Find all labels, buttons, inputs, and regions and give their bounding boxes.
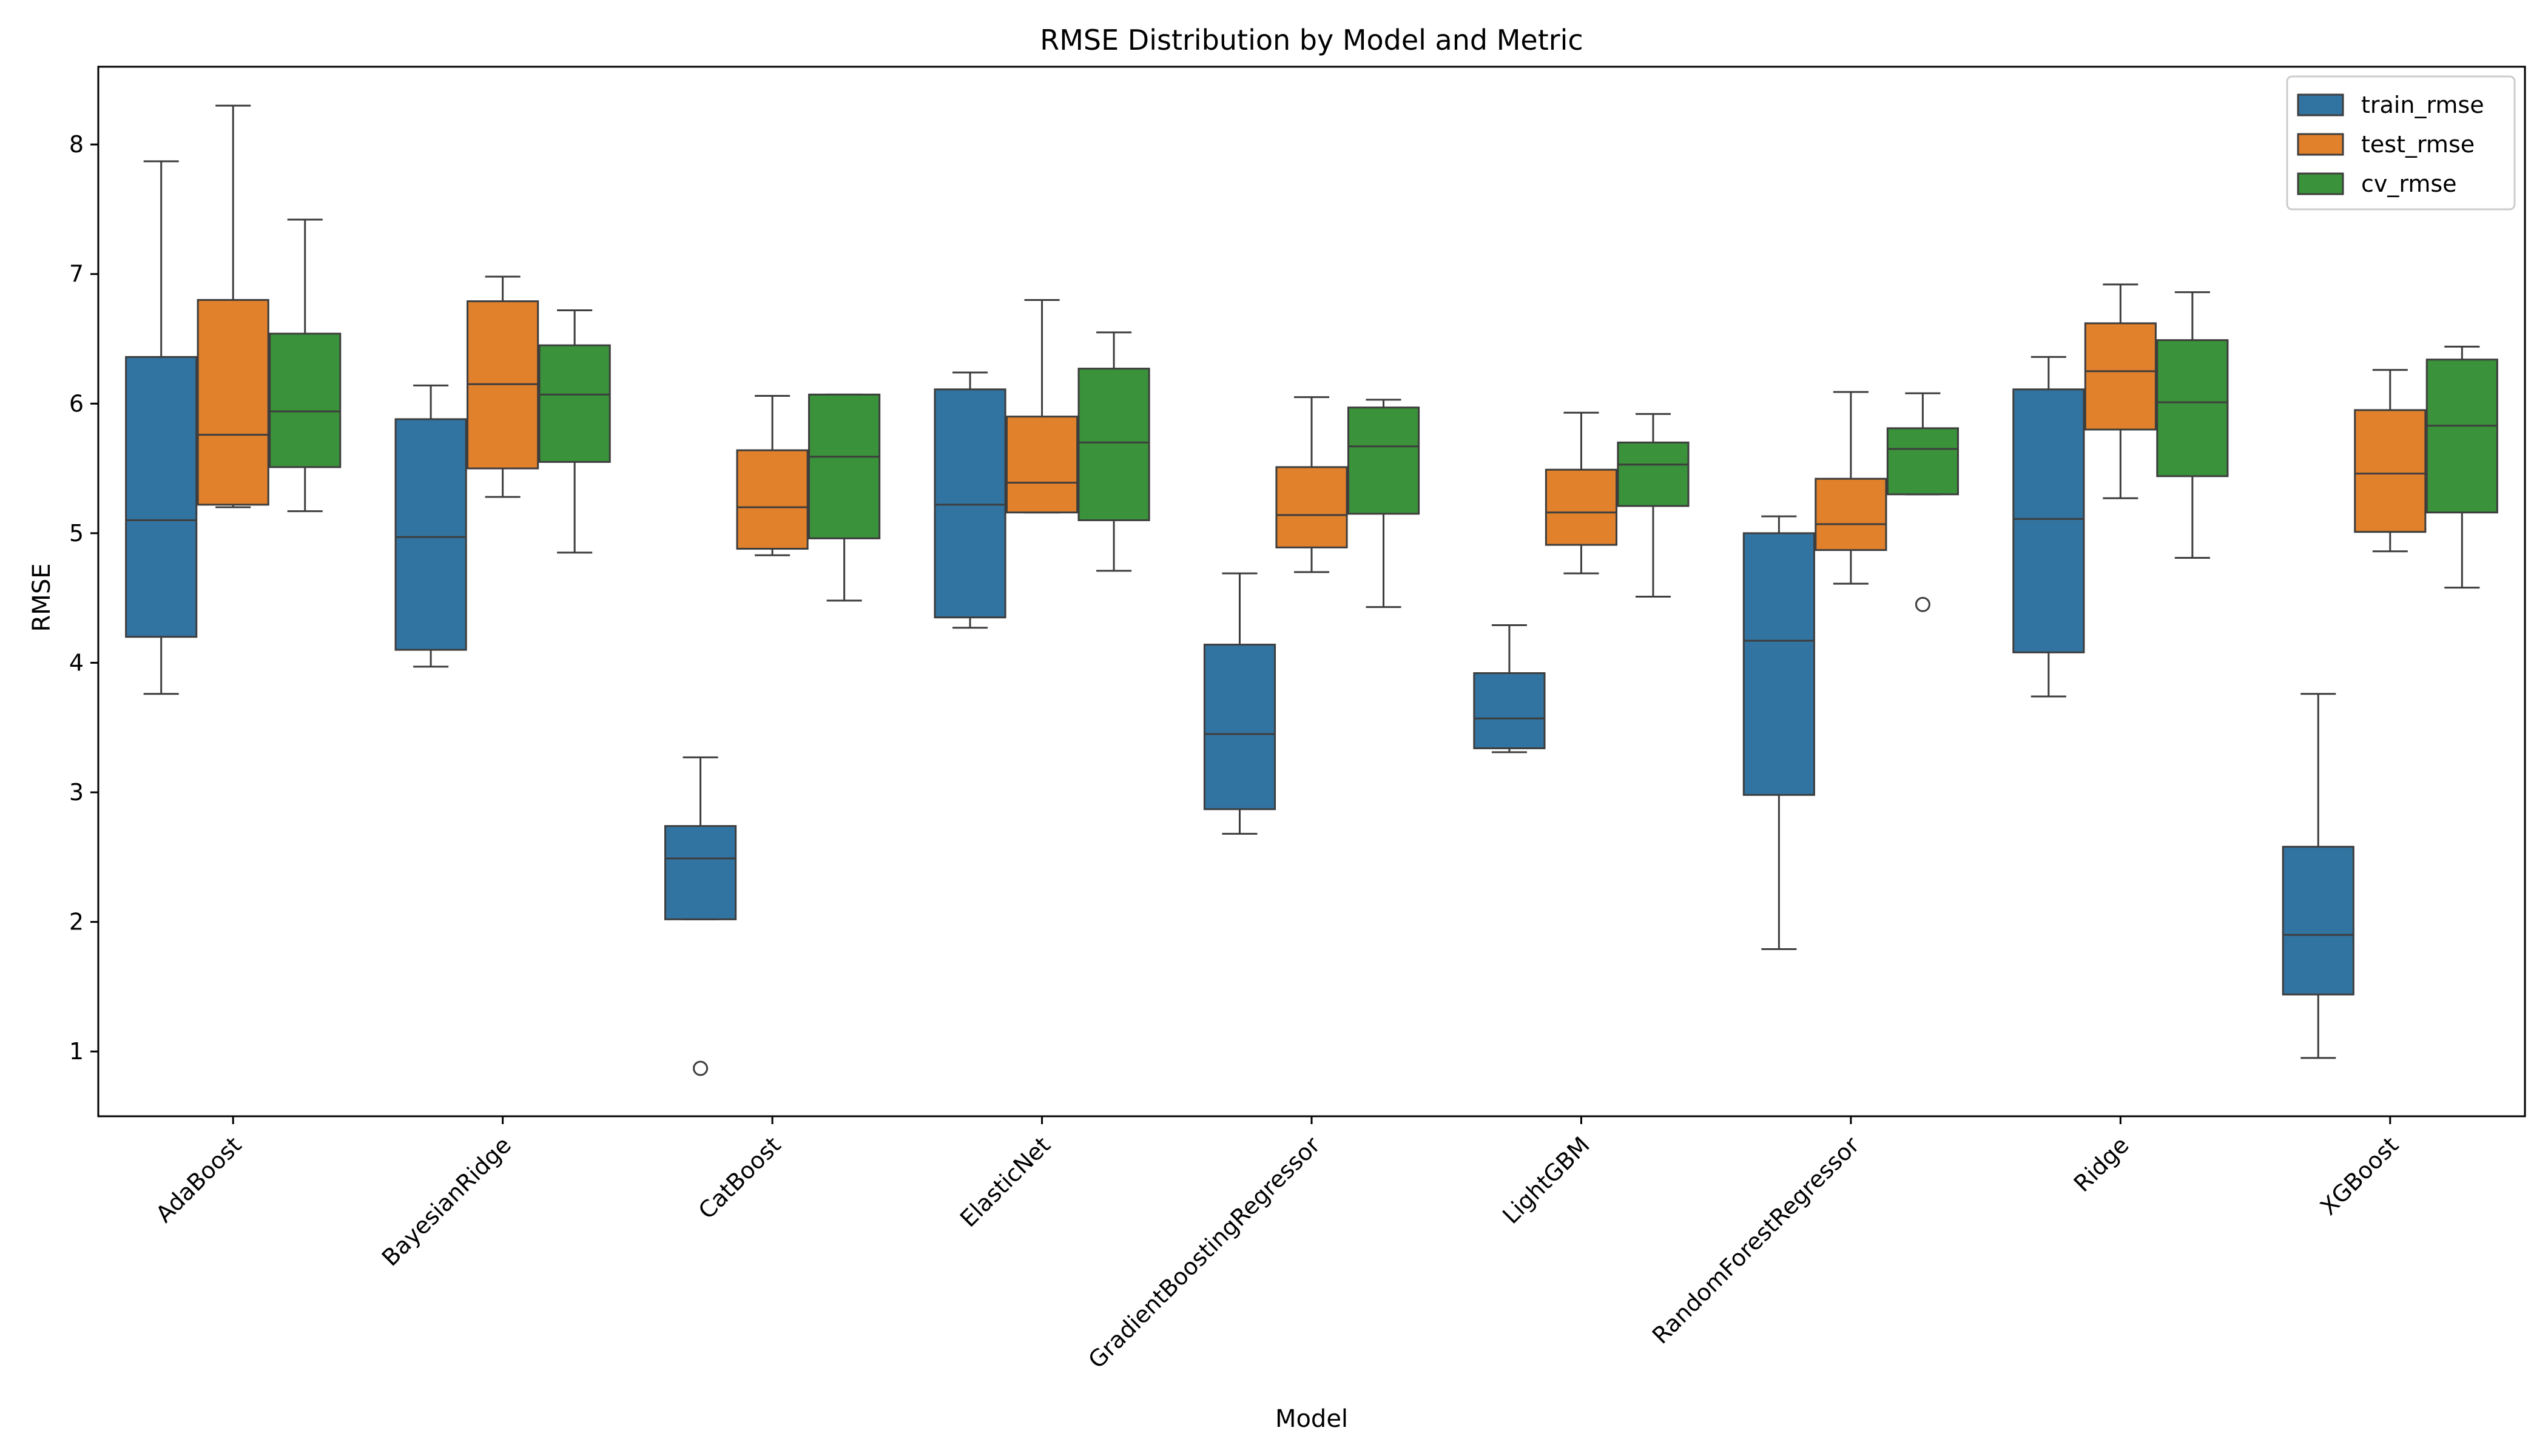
box-iqr: [269, 332, 342, 468]
box-iqr: [2012, 388, 2085, 653]
box-AdaBoost-cv_rmse: [269, 218, 342, 513]
plot-area: [97, 66, 2526, 1117]
box-LightGBM-test_rmse: [1545, 411, 1618, 575]
box-XGBoost-test_rmse: [2354, 369, 2427, 553]
y-axis-label: RMSE: [28, 564, 56, 632]
box-Ridge-train_rmse: [2012, 356, 2085, 698]
box-iqr: [2354, 409, 2427, 533]
y-tick-label: 1: [69, 1038, 84, 1065]
box-iqr: [1617, 441, 1690, 507]
y-tick-label: 8: [69, 131, 84, 158]
x-tick-label: AdaBoost: [150, 1131, 246, 1227]
box-GradientBoostingRegressor-train_rmse: [1203, 572, 1276, 835]
box-ElasticNet-test_rmse: [1005, 298, 1079, 514]
box-iqr: [2282, 846, 2354, 996]
box-iqr: [1473, 672, 1546, 749]
box-iqr: [2425, 359, 2498, 514]
box-CatBoost-train_rmse: [664, 756, 737, 1076]
box-RandomForestRegressor-train_rmse: [1742, 515, 1815, 950]
box-CatBoost-cv_rmse: [808, 393, 881, 602]
outlier-point: [1915, 596, 1930, 612]
box-iqr: [1545, 468, 1618, 546]
box-iqr: [1275, 466, 1348, 548]
y-tick-label: 2: [69, 909, 84, 935]
y-axis: 1 2 3 4 5 6 7 8: [69, 131, 98, 1065]
box-iqr: [2084, 322, 2157, 431]
box-GradientBoostingRegressor-cv_rmse: [1347, 399, 1420, 608]
legend-label-test_rmse: test_rmse: [2361, 131, 2475, 158]
box-iqr: [1815, 477, 1887, 551]
x-axis: AdaBoost BayesianRidge CatBoost ElasticNet G…: [150, 1116, 2404, 1373]
x-axis-label: Model: [1275, 1405, 1348, 1433]
legend-swatch-test_rmse: [2297, 133, 2344, 156]
legend-swatch-train_rmse: [2297, 93, 2344, 116]
x-tick-label: Ridge: [2069, 1131, 2134, 1197]
x-tick-label: RandomForestRegressor: [1647, 1131, 1865, 1349]
box-iqr: [394, 418, 467, 651]
box-RandomForestRegressor-cv_rmse: [1886, 392, 1959, 612]
box-iqr: [808, 393, 881, 539]
legend-frame: [2286, 75, 2516, 211]
box-RandomForestRegressor-test_rmse: [1815, 391, 1887, 585]
y-tick-label: 5: [69, 520, 84, 547]
box-CatBoost-test_rmse: [736, 394, 809, 556]
box-iqr: [197, 298, 269, 506]
box-XGBoost-cv_rmse: [2425, 345, 2498, 589]
x-tick-label: BayesianRidge: [377, 1131, 516, 1271]
box-iqr: [1347, 406, 1420, 515]
box-iqr: [1005, 416, 1079, 514]
box-Ridge-test_rmse: [2084, 283, 2157, 499]
box-ElasticNet-cv_rmse: [1077, 331, 1150, 572]
chart-title: RMSE Distribution by Model and Metric: [1040, 24, 1583, 56]
outlier-point: [693, 1060, 709, 1076]
y-tick-label: 6: [69, 390, 84, 417]
box-AdaBoost-test_rmse: [197, 104, 269, 508]
box-iqr: [2156, 339, 2229, 477]
box-Ridge-cv_rmse: [2156, 291, 2229, 559]
y-tick-label: 3: [69, 779, 84, 806]
box-iqr: [934, 388, 1006, 619]
legend-swatch-cv_rmse: [2297, 172, 2344, 195]
box-XGBoost-train_rmse: [2282, 693, 2354, 1059]
box-iqr: [1742, 532, 1815, 796]
legend-label-cv_rmse: cv_rmse: [2361, 170, 2457, 197]
box-LightGBM-cv_rmse: [1617, 413, 1690, 598]
x-tick-label: CatBoost: [693, 1131, 786, 1224]
box-BayesianRidge-cv_rmse: [538, 309, 611, 554]
box-BayesianRidge-train_rmse: [394, 384, 467, 668]
x-tick-label: ElasticNet: [955, 1131, 1056, 1232]
box-iqr: [1077, 368, 1150, 522]
x-tick-label: LightGBM: [1497, 1131, 1595, 1229]
box-iqr: [736, 449, 809, 550]
y-tick-label: 4: [69, 649, 84, 676]
box-LightGBM-train_rmse: [1473, 624, 1546, 753]
box-AdaBoost-train_rmse: [125, 160, 198, 695]
box-GradientBoostingRegressor-test_rmse: [1275, 396, 1348, 573]
y-tick-label: 7: [69, 261, 84, 288]
legend: train_rmse test_rmse cv_rmse: [2286, 75, 2516, 211]
box-iqr: [664, 825, 737, 920]
box-iqr: [125, 356, 198, 638]
legend-label-train_rmse: train_rmse: [2361, 92, 2484, 118]
box-ElasticNet-train_rmse: [934, 371, 1006, 629]
x-tick-label: XGBoost: [2315, 1131, 2404, 1220]
box-iqr: [538, 344, 611, 463]
x-tick-label: GradientBoostingRegressor: [1083, 1131, 1325, 1373]
box-iqr: [1886, 427, 1959, 496]
box-BayesianRidge-test_rmse: [467, 275, 539, 498]
box-iqr: [1203, 644, 1276, 811]
